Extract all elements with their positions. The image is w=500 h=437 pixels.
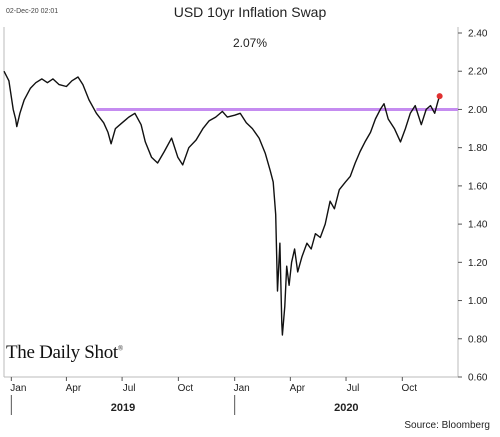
x-tick-label: Jul (123, 383, 136, 394)
y-tick-label: 1.20 (468, 258, 488, 269)
y-tick-label: 0.80 (468, 334, 488, 345)
x-tick-label: Oct (178, 383, 194, 394)
last-point-marker (436, 93, 443, 100)
y-tick-label: 1.40 (468, 220, 488, 231)
year-label: 2019 (111, 402, 135, 414)
x-tick-label: Apr (290, 383, 306, 394)
brand-logo-text: The Daily Shot (6, 342, 118, 363)
y-tick-label: 1.00 (468, 296, 488, 307)
x-tick-label: Jul (347, 383, 360, 394)
y-tick-label: 1.80 (468, 143, 488, 154)
brand-logo-mark: ® (117, 344, 123, 353)
y-tick-label: 1.60 (468, 181, 488, 192)
x-tick-label: Apr (66, 383, 82, 394)
brand-logo: The Daily Shot® (6, 342, 123, 364)
x-tick-label: Jan (10, 383, 26, 394)
current-value: 2.07% (232, 36, 268, 50)
y-tick-label: 0.60 (468, 373, 488, 384)
chart-title: USD 10yr Inflation Swap (173, 4, 327, 20)
x-tick-label: Oct (402, 383, 418, 394)
year-label: 2020 (334, 402, 358, 414)
x-tick-label: Jan (234, 383, 250, 394)
y-tick-label: 2.00 (468, 105, 488, 116)
source-note: Source: Bloomberg (404, 420, 490, 431)
y-tick-label: 2.40 (468, 29, 488, 40)
series-line (3, 70, 441, 336)
y-tick-label: 2.20 (468, 67, 488, 78)
timestamp: 02-Dec-20 02:01 (6, 8, 59, 15)
